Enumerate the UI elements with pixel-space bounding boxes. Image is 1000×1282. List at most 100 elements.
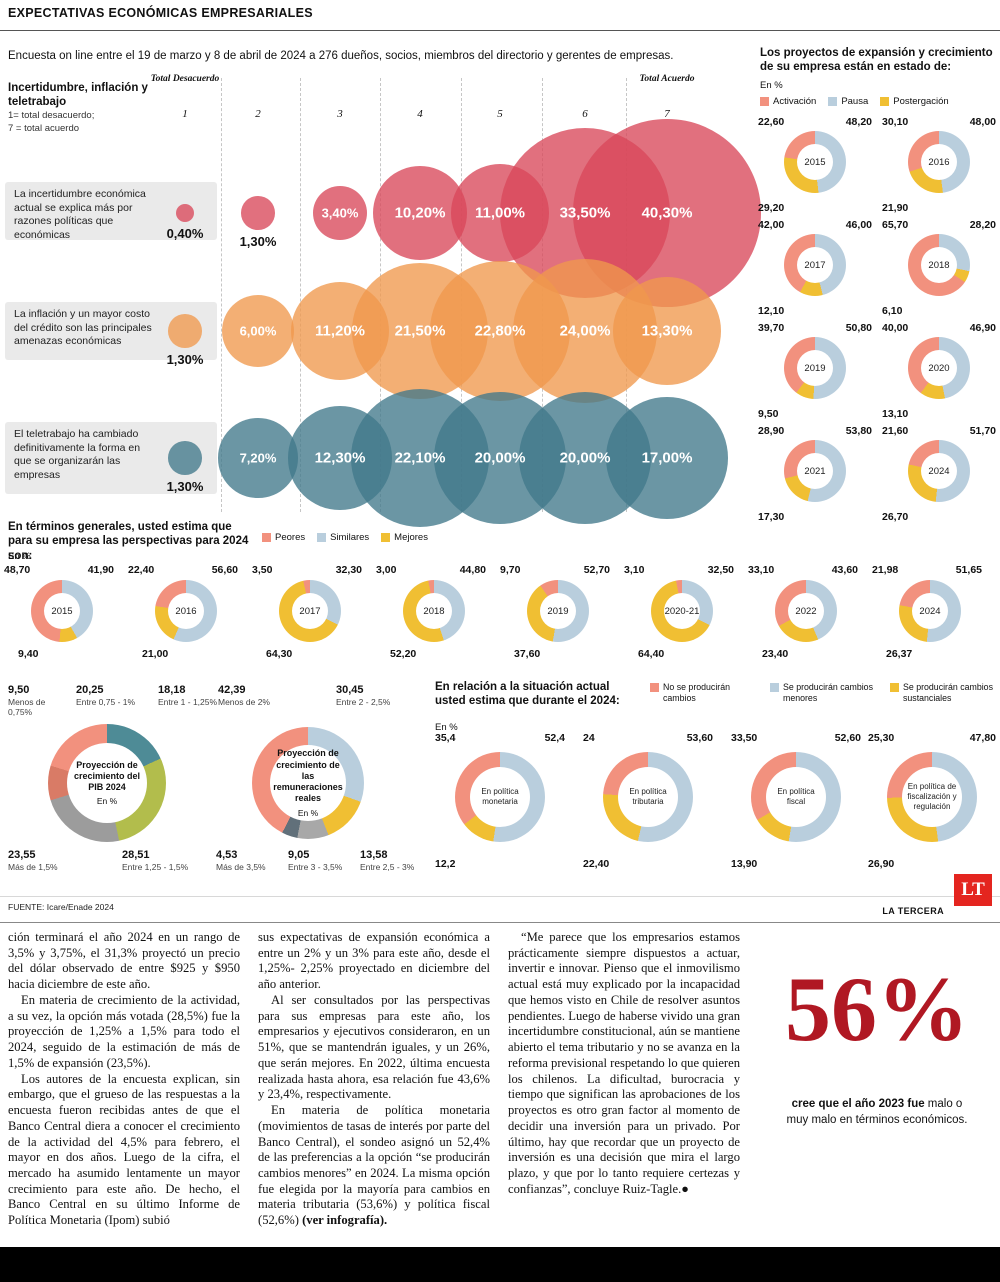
- donut-value-mejores: 52,20: [390, 648, 417, 660]
- slice-value: 18,18: [158, 684, 186, 696]
- donut-value-similares: 56,60: [211, 564, 238, 576]
- donut-hole: 2017: [292, 593, 328, 629]
- donut-value-pausa: 48,20: [845, 116, 872, 128]
- source-rule: [0, 896, 1000, 897]
- axis-category-label: 1: [182, 108, 188, 120]
- expansion-donut-cell: 2015 22,60 48,20 29,20: [758, 116, 872, 214]
- stat-caption-rest: malo o muy malo en términos económicos.: [786, 1098, 968, 1126]
- donut: 2024: [908, 440, 970, 502]
- expansion-donut-cell: 2017 42,00 46,00 12,10: [758, 219, 872, 317]
- donut-value-mejores: 26,37: [886, 648, 913, 660]
- donut: 2019: [784, 337, 846, 399]
- stat-value: 56%: [785, 958, 969, 1060]
- perspectives-chart-title: En términos generales, usted estima que …: [8, 521, 249, 562]
- donut-hole: En política tributaria: [618, 767, 678, 827]
- legend-swatch: [890, 683, 899, 692]
- donut-value-postergacion: 26,70: [882, 511, 909, 523]
- legend-item: Peores: [262, 532, 305, 543]
- bubble-value-label: 20,00%: [559, 449, 611, 467]
- bubble-value-label: 11,00%: [474, 204, 526, 222]
- donut-value-mejores: 64,40: [638, 648, 665, 660]
- donut-center-label: 2021: [804, 465, 826, 477]
- donut-value-activacion: 30,10: [882, 116, 909, 128]
- bubble: [175, 203, 195, 223]
- bubble: [168, 441, 202, 475]
- pib-slice-menos-075: 9,50 Menos de 0,75%: [8, 684, 66, 717]
- article-paragraph: sus expectativas de expansión económica …: [258, 930, 490, 992]
- donut-hole: 2015: [797, 144, 833, 180]
- perspectives-donut-cell: 2019 9,70 52,70 37,60: [500, 564, 616, 660]
- donut-center-label: 2019: [547, 605, 569, 617]
- article-paragraph: Al ser consultados por las perspectivas …: [258, 992, 490, 1102]
- bubble: [613, 277, 721, 385]
- donut-value-peores: 9,70: [500, 564, 521, 576]
- donut-hole: 2024: [912, 593, 948, 629]
- wages-slice-3-35: 9,05 Entre 3 - 3,5%: [288, 849, 360, 872]
- slice-label: Entre 0,75 - 1%: [76, 697, 136, 707]
- article-rule: [0, 922, 1000, 923]
- axis-category-label: 7: [664, 108, 670, 120]
- perspectives-donut-cell: 2022 33,10 43,60 23,40: [748, 564, 864, 660]
- pib-slice-125-15: 28,51 Entre 1,25 - 1,5%: [122, 849, 222, 872]
- legend-item: Pausa: [828, 96, 868, 107]
- donut-value-similares: 32,30: [335, 564, 362, 576]
- donut: 2021: [784, 440, 846, 502]
- donut: 2020: [908, 337, 970, 399]
- expansion-donut-cell: 2016 30,10 48,00 21,90: [882, 116, 996, 214]
- donut-hole: 2021: [797, 453, 833, 489]
- donut: 2020-21: [651, 580, 713, 642]
- donut: En política tributaria: [603, 752, 693, 842]
- policy-chart-unit: En %: [435, 722, 458, 733]
- perspectives-legend: Peores Similares Mejores: [262, 532, 428, 543]
- legend-item: No se producirán cambios: [650, 682, 756, 703]
- legend-label: Peores: [275, 532, 306, 543]
- slice-value: 13,58: [360, 849, 388, 861]
- donut-value-postergacion: 29,20: [758, 202, 785, 214]
- slice-label: Entre 1,25 - 1,5%: [122, 862, 189, 872]
- donut-value-similares: 51,65: [955, 564, 982, 576]
- donut-hole: En política monetaria: [470, 767, 530, 827]
- article-paragraph: ción terminará el año 2024 en un rango d…: [8, 930, 240, 992]
- donut-value-cambios-menores: 47,80: [969, 732, 996, 744]
- donut-value-pausa: 46,90: [969, 322, 996, 334]
- donut-value-similares: 41,90: [87, 564, 114, 576]
- slice-value: 28,51: [122, 849, 150, 861]
- donut-center-label: En política fiscal: [777, 787, 815, 806]
- donut: 2024: [899, 580, 961, 642]
- donut-hole: 2020: [921, 350, 957, 386]
- legend-item: Similares: [317, 532, 369, 543]
- slice-label: Entre 2,5 - 3%: [360, 862, 415, 872]
- policy-donut-cell: En política monetaria 35,4 52,4 12,2: [435, 728, 565, 870]
- axis-category-label: 2: [255, 108, 261, 120]
- donut-hole: 2016: [168, 593, 204, 629]
- bubble-value-label: 40,30%: [641, 204, 693, 222]
- donut: 2017: [279, 580, 341, 642]
- donut-value-mejores: 64,30: [266, 648, 293, 660]
- header-rule: [0, 30, 1000, 31]
- axis-category-label: 6: [582, 108, 588, 120]
- stat-caption-bold: cree que el año 2023 fue: [791, 1098, 925, 1111]
- perspectives-donut-cell: 2024 21,98 51,65 26,37: [872, 564, 988, 660]
- bubble-chart: Total Desacuerdo Total Acuerdo 1 2 3 4 5 6 7 La i…: [0, 0, 1000, 535]
- lt-logo: LT: [954, 874, 992, 906]
- donut-hole: 2020-21: [664, 593, 700, 629]
- policy-legend: No se producirán cambios Se producirán ca…: [650, 682, 996, 703]
- donut: 2018: [908, 234, 970, 296]
- donut-hole: En política de fiscalización y regulació…: [902, 767, 962, 827]
- donut: 2017: [784, 234, 846, 296]
- article-paragraph: “Me parece que los empresarios estamos p…: [508, 930, 740, 1196]
- bubble-value-label: 22,10%: [394, 449, 446, 467]
- donut-value-activacion: 42,00: [758, 219, 785, 231]
- donut-center-label: 2017: [804, 259, 826, 271]
- policy-donut-cell: En política de fiscalización y regulació…: [868, 728, 996, 870]
- wages-slice-25-3: 13,58 Entre 2,5 - 3%: [360, 849, 436, 872]
- brand-name: LA TERCERA: [882, 906, 944, 916]
- donut-value-no-cambios: 24: [583, 732, 595, 744]
- donut-value-activacion: 21,60: [882, 425, 909, 437]
- donut-value-mejores: 23,40: [762, 648, 789, 660]
- policy-chart-title: En relación a la situación actual usted …: [435, 681, 620, 708]
- donut-center-label: 2016: [175, 605, 197, 617]
- donut-value-similares: 44,80: [459, 564, 486, 576]
- donut-hole: 2019: [540, 593, 576, 629]
